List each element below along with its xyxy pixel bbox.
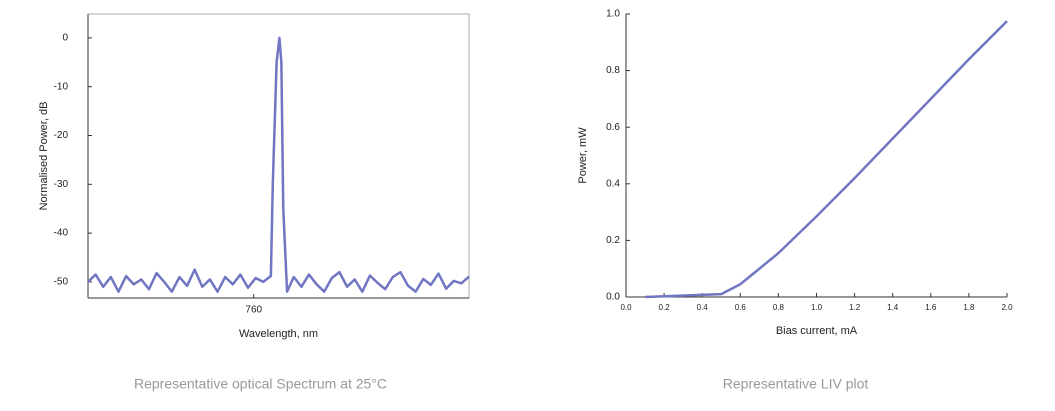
y-tick-label: 0.4 — [606, 178, 620, 189]
x-tick-label: 1.6 — [925, 303, 937, 312]
y-axis-title: Normalised Power, dB — [38, 102, 50, 211]
x-tick-label: 0.4 — [697, 303, 709, 312]
x-tick-label: 0.0 — [620, 303, 632, 312]
y-tick-label: 0.0 — [606, 292, 620, 303]
data-line — [645, 20, 1008, 299]
caption: Representative LIV plot — [723, 376, 869, 392]
y-tick-label: 1.0 — [606, 9, 620, 20]
y-tick-label: -40 — [54, 228, 69, 239]
x-tick-label: 0.2 — [659, 303, 671, 312]
y-tick-label: -30 — [54, 179, 69, 190]
x-tick-label: 1.8 — [963, 303, 975, 312]
y-tick-label: -50 — [54, 277, 69, 288]
x-tick-label: 2.0 — [1001, 303, 1013, 312]
plot-frame — [626, 14, 1007, 297]
y-tick-label: 0 — [62, 33, 68, 44]
y-tick-label: 0.6 — [606, 122, 620, 133]
x-tick-label: 0.6 — [735, 303, 747, 312]
y-tick-label: 0.8 — [606, 65, 620, 76]
y-tick-label: -10 — [54, 81, 69, 92]
x-tick-label: 760 — [245, 305, 262, 316]
y-axis-title: Power, mW — [577, 127, 589, 184]
x-tick-label: 1.4 — [887, 303, 899, 312]
x-tick-label: 0.8 — [773, 303, 785, 312]
x-axis-title: Bias current, mA — [776, 325, 858, 337]
y-tick-label: 0.2 — [606, 235, 620, 246]
y-tick-label: -20 — [54, 130, 69, 141]
data-line — [87, 36, 470, 293]
x-tick-label: 1.2 — [849, 303, 861, 312]
caption: Representative optical Spectrum at 25°C — [134, 376, 387, 392]
x-tick-label: 1.0 — [811, 303, 823, 312]
x-axis-title: Wavelength, nm — [239, 328, 318, 340]
